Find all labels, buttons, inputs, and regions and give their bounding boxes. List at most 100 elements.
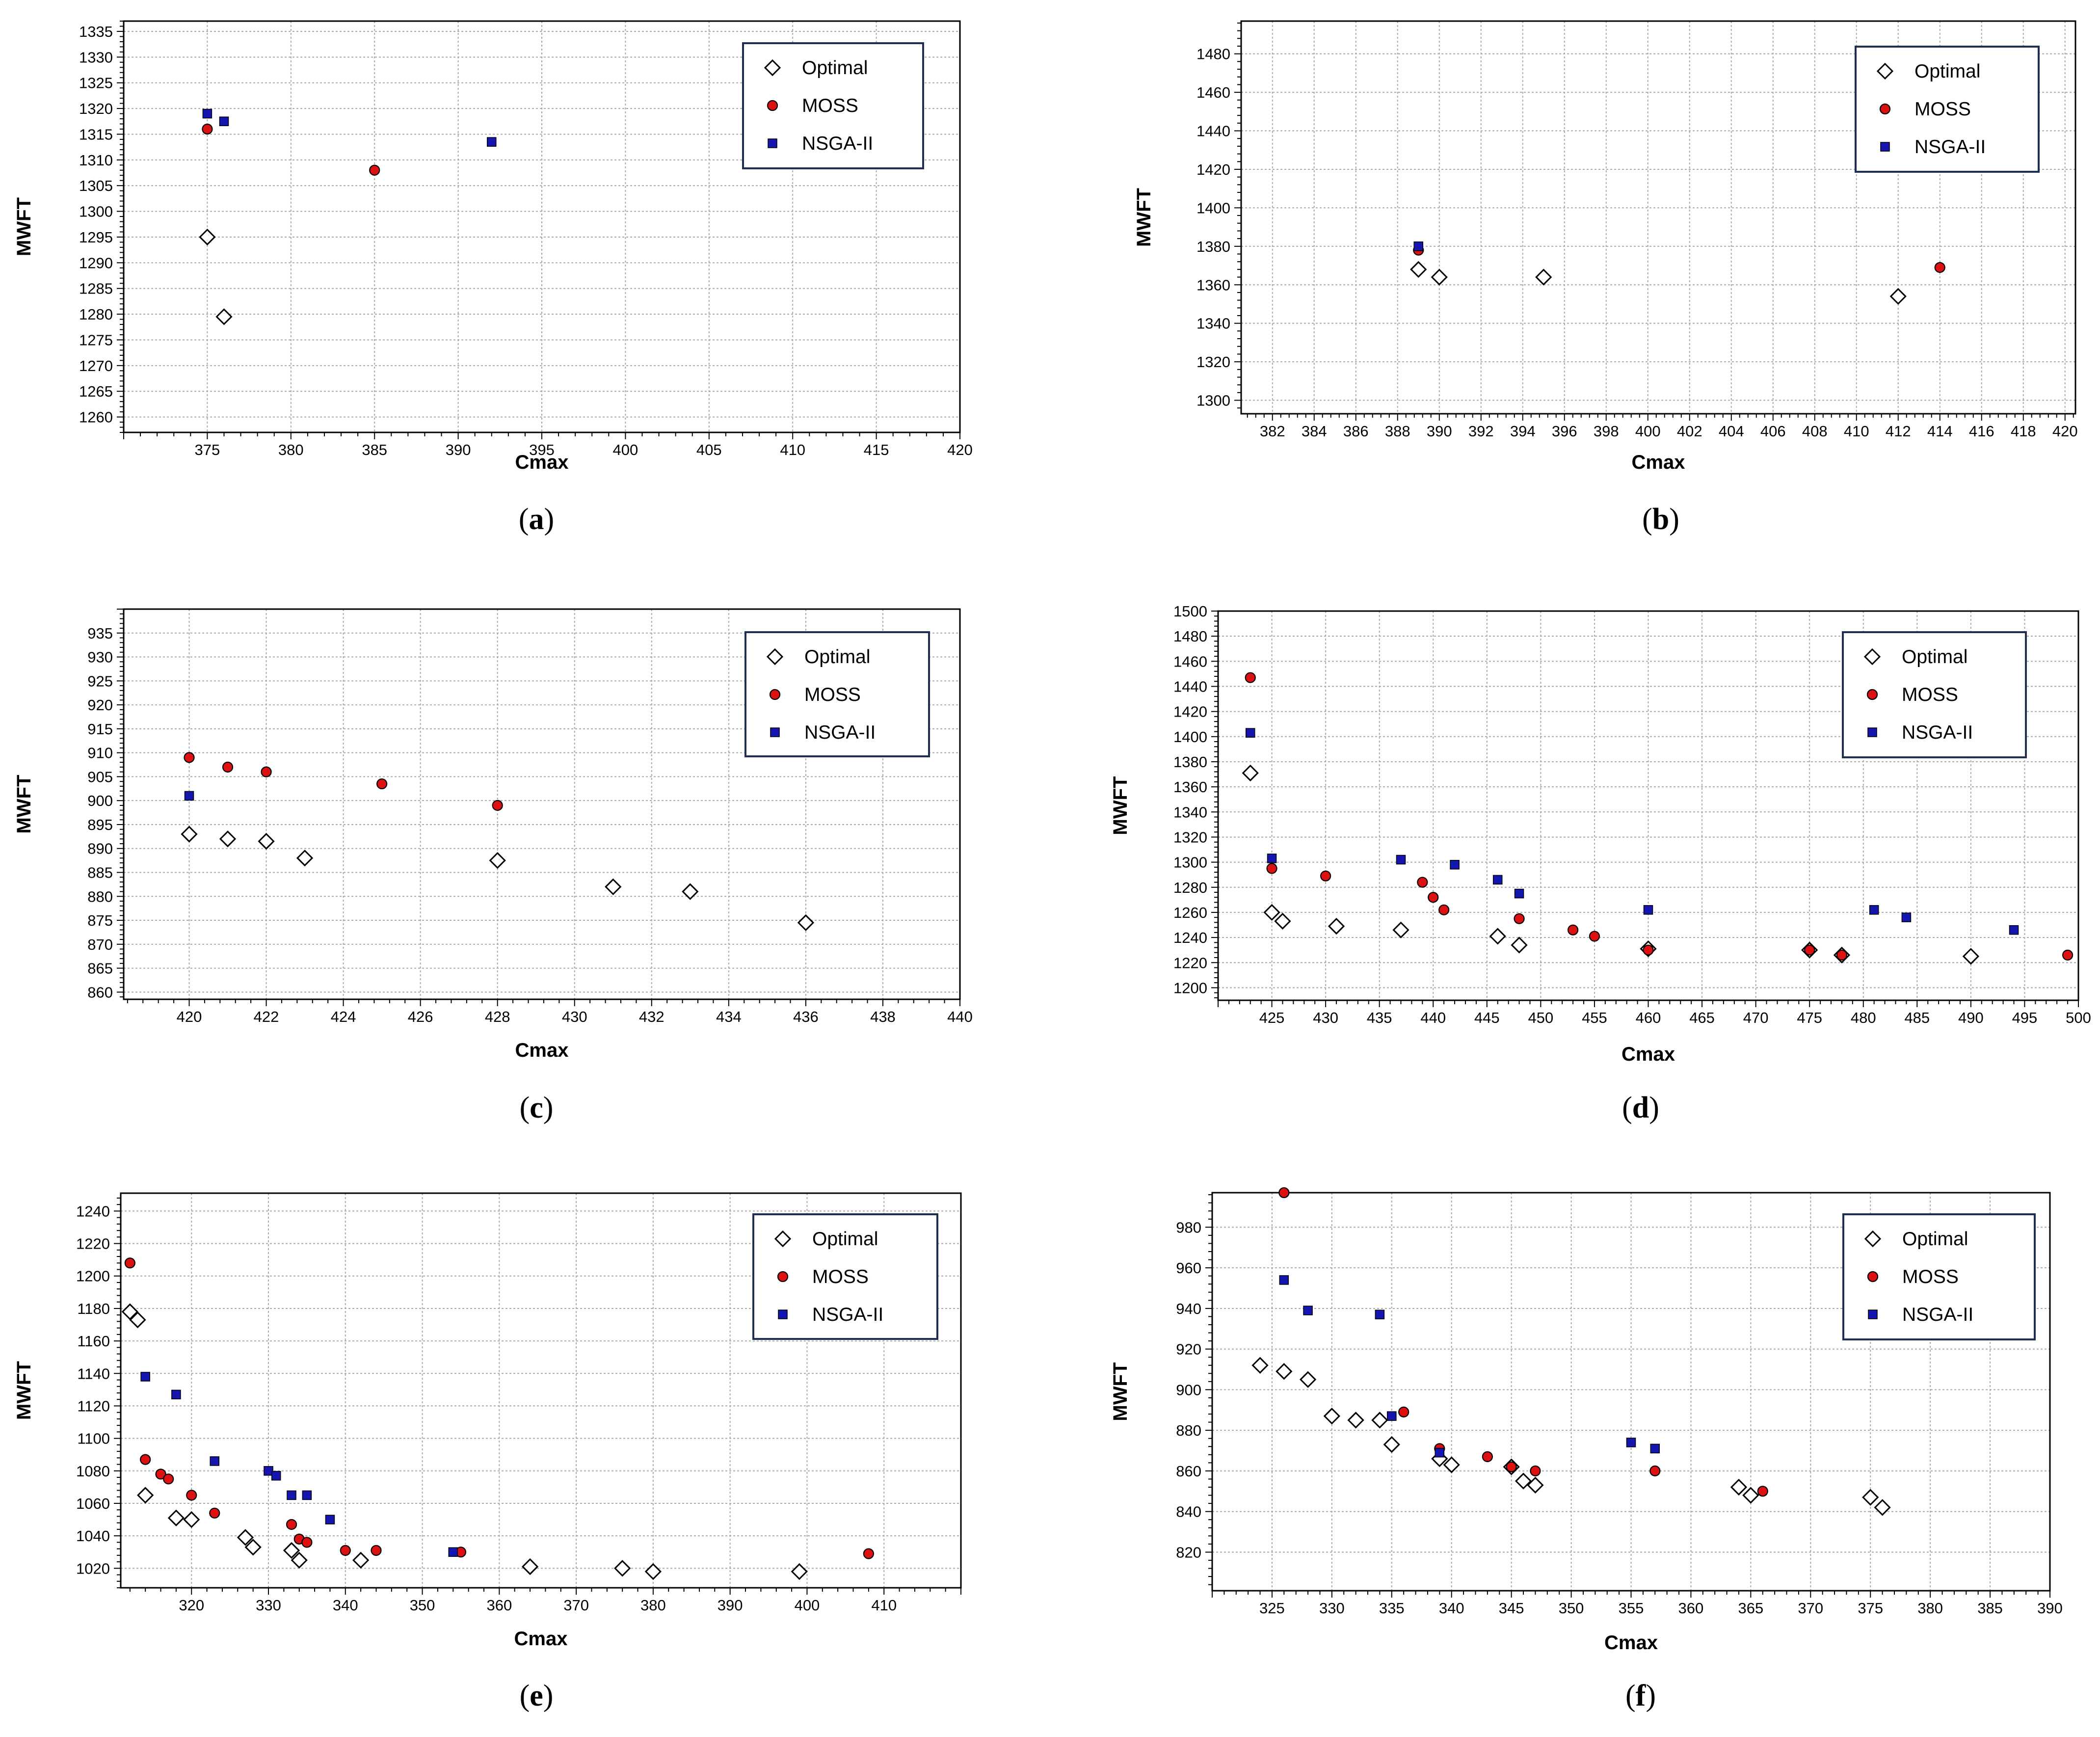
data-point-moss xyxy=(1428,892,1439,903)
legend-marker xyxy=(769,689,781,700)
x-tick-label: 430 xyxy=(1313,1009,1338,1026)
data-point-moss xyxy=(261,766,272,777)
y-tick-label: 1315 xyxy=(79,126,113,143)
x-tick-label: 426 xyxy=(408,1008,433,1025)
x-tick-label: 470 xyxy=(1743,1009,1769,1026)
data-point-moss xyxy=(209,1507,220,1519)
data-point-nsga-ii xyxy=(1413,241,1423,251)
data-point-nsga-ii xyxy=(202,108,213,119)
x-tick-label: 400 xyxy=(795,1597,820,1614)
y-tick-label: 940 xyxy=(1176,1300,1201,1317)
y-tick-label: 885 xyxy=(87,864,113,882)
x-tick-label: 375 xyxy=(1858,1600,1883,1617)
data-point-optimal xyxy=(237,1529,254,1546)
y-tick-label: 1120 xyxy=(77,1397,110,1415)
legend-entry-label: NSGA-II xyxy=(802,133,873,154)
data-point-moss xyxy=(286,1519,297,1530)
data-point-optimal xyxy=(614,1560,631,1577)
x-tick-label: 480 xyxy=(1851,1009,1876,1026)
x-tick-label: 416 xyxy=(1969,423,1994,440)
x-tick-label: 440 xyxy=(1420,1009,1446,1026)
y-tick-label: 1300 xyxy=(1173,854,1207,871)
x-tick-label: 394 xyxy=(1510,423,1536,440)
data-point-moss xyxy=(1417,877,1428,888)
y-tick-label: 900 xyxy=(87,792,113,809)
data-point-moss xyxy=(492,800,503,811)
y-tick-label: 1040 xyxy=(76,1527,110,1545)
data-point-optimal xyxy=(1443,1456,1460,1473)
legend: Optimal MOSS NSGA-II xyxy=(1842,1213,2036,1340)
data-point-nsga-ii xyxy=(487,137,497,147)
x-tick-label: 380 xyxy=(640,1597,666,1614)
series-optimal xyxy=(199,228,233,325)
data-point-optimal xyxy=(1874,1499,1891,1516)
y-tick-label: 1240 xyxy=(1173,929,1207,946)
panel-caption: (b) xyxy=(1642,503,1679,536)
data-point-moss xyxy=(1278,1187,1290,1199)
y-tick-label: 880 xyxy=(1176,1422,1201,1439)
y-tick-label: 1240 xyxy=(76,1203,110,1220)
y-tick-label: 1300 xyxy=(79,203,113,220)
y-tick-label: 980 xyxy=(1176,1219,1201,1236)
data-point-moss xyxy=(155,1469,166,1480)
legend: Optimal MOSS NSGA-II xyxy=(1855,46,2040,173)
legend-entry-label: MOSS xyxy=(1914,99,1971,120)
data-point-moss xyxy=(863,1548,874,1559)
x-tick-label: 420 xyxy=(2052,423,2078,440)
plot-frame xyxy=(1240,20,2076,415)
y-tick-label: 860 xyxy=(87,984,113,1001)
x-tick-label: 410 xyxy=(780,441,805,458)
y-tick-label: 1300 xyxy=(1196,392,1230,409)
data-point-moss xyxy=(1568,924,1579,935)
legend-entry-label: MOSS xyxy=(812,1266,869,1287)
x-tick-label: 404 xyxy=(1719,423,1744,440)
legend: Optimal MOSS NSGA-II xyxy=(742,42,924,169)
y-tick-label: 925 xyxy=(87,672,113,690)
x-tick-label: 385 xyxy=(362,441,387,458)
data-point-optimal xyxy=(1328,917,1345,935)
y-tick-label: 1325 xyxy=(79,75,113,92)
x-tick-label: 382 xyxy=(1260,423,1285,440)
x-tick-label: 406 xyxy=(1760,423,1786,440)
legend-entry-label: Optimal xyxy=(1902,646,1967,668)
y-tick-label: 865 xyxy=(87,960,113,977)
data-point-optimal xyxy=(1410,261,1427,278)
data-point-optimal xyxy=(1383,1436,1400,1453)
panel-caption: (e) xyxy=(520,1679,554,1712)
series-moss xyxy=(202,123,380,176)
x-tick-label: 485 xyxy=(1904,1009,1930,1026)
y-tick-label: 1400 xyxy=(1196,199,1230,216)
y-axis-label: MWFT xyxy=(1110,1363,1131,1421)
series-nsga-ii xyxy=(1279,1275,1660,1458)
axis-ticks xyxy=(117,21,960,439)
data-point-optimal xyxy=(1730,1478,1748,1496)
data-point-nsga-ii xyxy=(1901,912,1912,922)
x-tick-label: 335 xyxy=(1379,1600,1405,1617)
legend-marker xyxy=(766,648,784,666)
data-point-optimal xyxy=(352,1551,370,1569)
legend-marker xyxy=(1876,62,1894,80)
x-axis-label: Cmax xyxy=(1632,452,1685,473)
legend-entry-label: NSGA-II xyxy=(804,722,876,743)
legend-entry-label: MOSS xyxy=(802,95,858,116)
x-tick-label: 395 xyxy=(529,441,555,458)
x-tick-label: 330 xyxy=(256,1597,281,1614)
data-point-nsga-ii xyxy=(325,1515,335,1524)
x-tick-label: 390 xyxy=(446,441,471,458)
data-point-nsga-ii xyxy=(1375,1309,1385,1320)
x-tick-label: 396 xyxy=(1552,423,1577,440)
data-point-optimal xyxy=(1263,904,1280,921)
legend-entry-label: MOSS xyxy=(1902,1266,1959,1287)
x-tick-label: 422 xyxy=(254,1008,279,1025)
x-tick-label: 495 xyxy=(2012,1009,2038,1026)
x-axis-label: Cmax xyxy=(515,452,569,473)
data-point-nsga-ii xyxy=(1435,1447,1445,1458)
data-point-optimal xyxy=(167,1509,185,1526)
series-optimal xyxy=(1242,764,1979,965)
data-point-nsga-ii xyxy=(1626,1438,1636,1447)
x-tick-label: 390 xyxy=(718,1597,743,1614)
y-tick-label: 1320 xyxy=(79,100,113,117)
data-point-moss xyxy=(1438,904,1450,915)
x-tick-label: 345 xyxy=(1499,1600,1524,1617)
legend: Optimal MOSS NSGA-II xyxy=(1842,631,2027,758)
